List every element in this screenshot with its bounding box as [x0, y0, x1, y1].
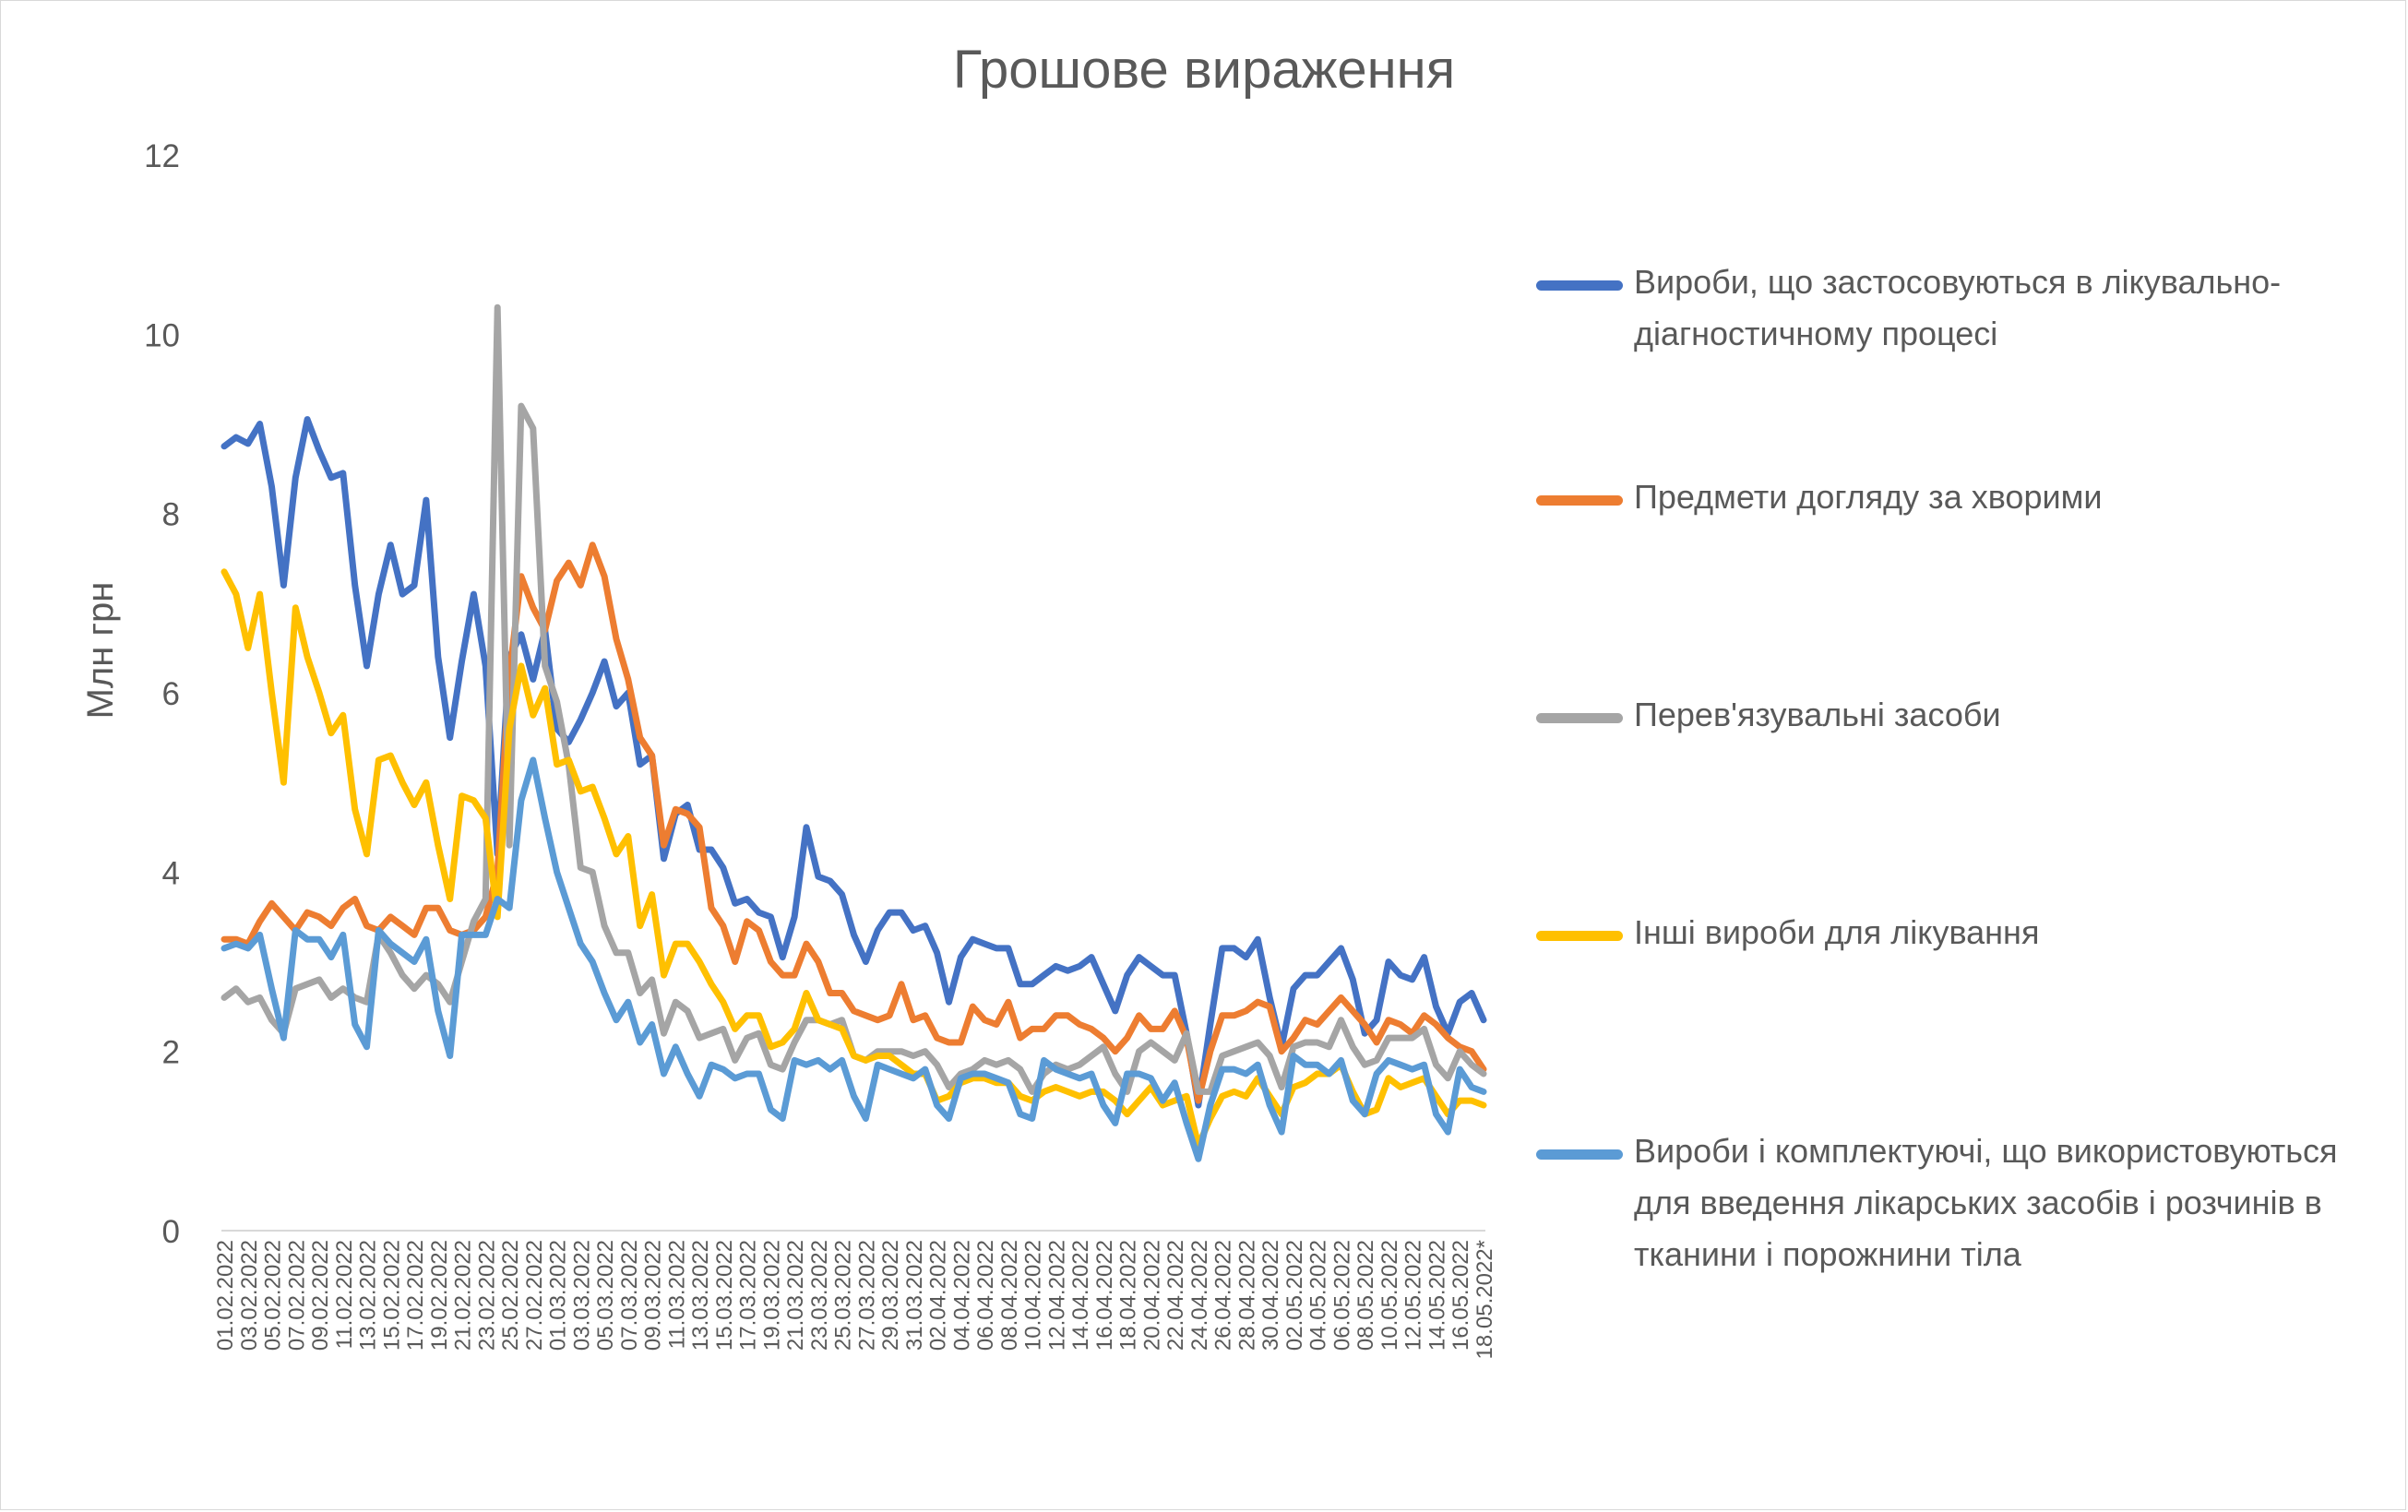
y-tick-label: 4	[162, 855, 180, 891]
legend-item-0: Вироби, що застосовуються в лікувально-д…	[1536, 256, 2335, 360]
x-tick-label: 04.05.2022	[1306, 1240, 1331, 1351]
legend-item-4: Вироби і комплектуючі, що використовують…	[1536, 1125, 2372, 1280]
series-line-0	[221, 416, 1487, 1109]
x-tick-label: 16.05.2022	[1448, 1240, 1473, 1351]
x-tick-label: 02.04.2022	[926, 1240, 951, 1351]
y-tick-label: 12	[144, 138, 180, 174]
x-tick-label: 07.03.2022	[617, 1240, 642, 1351]
x-tick-label: 10.05.2022	[1377, 1240, 1402, 1351]
x-tick-label: 18.05.2022*	[1472, 1240, 1497, 1359]
x-tick-label: 01.02.2022	[213, 1240, 238, 1351]
series-lines	[221, 304, 1487, 1162]
y-axis-label: Млн грн	[80, 582, 121, 720]
series-line-3	[221, 568, 1487, 1149]
x-tick-label: 09.03.2022	[641, 1240, 666, 1351]
legend-item-2: Перев'язувальні засоби	[1536, 689, 2335, 741]
x-tick-label: 21.02.2022	[451, 1240, 476, 1351]
legend-swatch-4	[1536, 1149, 1623, 1160]
legend-swatch-1	[1536, 495, 1623, 506]
legend-label-1: Предмети догляду за хворими	[1634, 478, 2103, 516]
x-tick-label: 06.05.2022	[1330, 1240, 1355, 1351]
y-tick-label: 2	[162, 1035, 180, 1071]
x-tick-label: 05.02.2022	[261, 1240, 286, 1351]
x-tick-label: 12.04.2022	[1044, 1240, 1069, 1351]
x-tick-label: 17.02.2022	[403, 1240, 428, 1351]
x-tick-label: 03.02.2022	[237, 1240, 262, 1351]
series-line-4	[221, 756, 1487, 1162]
x-tick-label: 18.04.2022	[1116, 1240, 1141, 1351]
x-tick-label: 13.02.2022	[356, 1240, 381, 1351]
x-tick-label: 07.02.2022	[284, 1240, 309, 1351]
x-tick-label: 23.02.2022	[474, 1240, 499, 1351]
x-tick-label: 04.04.2022	[949, 1240, 974, 1351]
x-tick-label: 15.03.2022	[712, 1240, 737, 1351]
x-tick-label: 01.03.2022	[546, 1240, 571, 1351]
x-tick-label: 09.02.2022	[308, 1240, 333, 1351]
x-tick-label: 05.03.2022	[593, 1240, 618, 1351]
x-tick-label: 19.03.2022	[759, 1240, 784, 1351]
y-tick-label: 6	[162, 676, 180, 712]
x-tick-label: 24.04.2022	[1187, 1240, 1212, 1351]
x-tick-label: 10.04.2022	[1021, 1240, 1046, 1351]
legend-label-4: Вироби і комплектуючі, що використовують…	[1634, 1132, 2338, 1273]
y-tick-label: 10	[144, 317, 180, 353]
x-tick-label: 25.02.2022	[498, 1240, 523, 1351]
x-tick-label: 19.02.2022	[427, 1240, 452, 1351]
y-tick-label: 0	[162, 1214, 180, 1250]
x-tick-label: 06.04.2022	[973, 1240, 998, 1351]
y-axis-ticks: 0 2 4 6 8 10 12	[144, 138, 180, 1250]
series-line-2	[221, 304, 1487, 1095]
x-tick-label: 22.04.2022	[1163, 1240, 1188, 1351]
x-tick-label: 29.03.2022	[878, 1240, 903, 1351]
legend-item-1: Предмети догляду за хворими	[1536, 471, 2335, 523]
x-tick-label: 31.03.2022	[902, 1240, 927, 1351]
x-tick-label: 30.04.2022	[1258, 1240, 1283, 1351]
x-tick-label: 25.03.2022	[831, 1240, 856, 1351]
y-tick-label: 8	[162, 497, 180, 533]
x-tick-label: 21.03.2022	[783, 1240, 808, 1351]
x-tick-label: 14.05.2022	[1425, 1240, 1450, 1351]
x-tick-label: 02.05.2022	[1282, 1240, 1307, 1351]
x-tick-label: 14.04.2022	[1068, 1240, 1093, 1351]
chart-title: Грошове вираження	[952, 40, 1456, 100]
x-tick-label: 26.04.2022	[1211, 1240, 1236, 1351]
x-tick-label: 16.04.2022	[1092, 1240, 1117, 1351]
legend-swatch-2	[1536, 713, 1623, 723]
x-tick-label: 28.04.2022	[1235, 1240, 1260, 1351]
x-tick-label: 08.04.2022	[997, 1240, 1022, 1351]
x-tick-label: 23.03.2022	[807, 1240, 832, 1351]
x-tick-label: 27.03.2022	[854, 1240, 879, 1351]
x-tick-label: 08.05.2022	[1353, 1240, 1378, 1351]
x-tick-label: 15.02.2022	[379, 1240, 404, 1351]
x-tick-label: 27.02.2022	[522, 1240, 547, 1351]
x-tick-label: 12.05.2022	[1401, 1240, 1426, 1351]
x-tick-label: 03.03.2022	[569, 1240, 594, 1351]
x-tick-label: 17.03.2022	[736, 1240, 761, 1351]
legend-label-3: Інші вироби для лікування	[1634, 913, 2040, 951]
series-line-1	[221, 542, 1487, 1104]
legend-label-2: Перев'язувальні засоби	[1634, 696, 2001, 733]
x-tick-label: 11.03.2022	[664, 1240, 689, 1349]
x-tick-label: 11.02.2022	[332, 1240, 357, 1349]
x-tick-label: 20.04.2022	[1139, 1240, 1164, 1351]
x-tick-label: 13.03.2022	[688, 1240, 713, 1351]
legend-label-0: Вироби, що застосовуються в лікувально-д…	[1634, 263, 2282, 352]
x-axis-ticks: 01.02.202203.02.202205.02.202207.02.2022…	[213, 1240, 1497, 1359]
legend-swatch-0	[1536, 280, 1623, 291]
legend-item-3: Інші вироби для лікування	[1536, 907, 2335, 958]
legend-swatch-3	[1536, 931, 1623, 941]
